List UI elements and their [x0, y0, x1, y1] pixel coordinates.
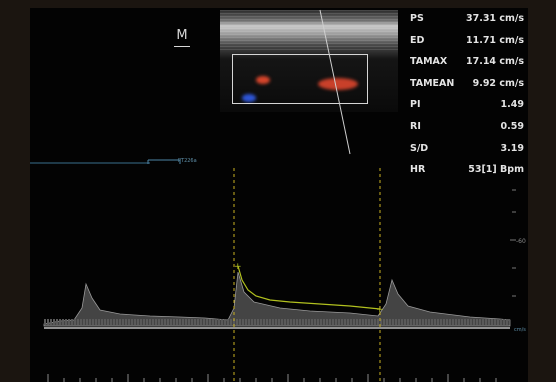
- measurement-value: 9.92 cm/s: [472, 77, 524, 89]
- ultrasound-screen: M PS 37.31 cm/s ED 11.71 cm/s TAMAX 17.1…: [30, 8, 528, 382]
- color-flow-red-right: [318, 78, 358, 90]
- measurement-value: 11.71 cm/s: [465, 34, 524, 46]
- measurement-label: S/D: [410, 142, 429, 154]
- scale-label-upper: -60: [516, 238, 526, 245]
- measurement-value: 17.14 cm/s: [465, 56, 524, 68]
- measurement-value: 37.31 cm/s: [465, 13, 524, 24]
- measurement-label: PS: [410, 13, 424, 24]
- measurement-row: ED 11.71 cm/s: [398, 32, 526, 54]
- measurement-label: RI: [410, 120, 421, 132]
- measurement-row: PS 37.31 cm/s: [398, 10, 526, 32]
- measurement-panel: PS 37.31 cm/s ED 11.71 cm/s TAMAX 17.14 …: [398, 10, 526, 183]
- measurement-row: PI 1.49: [398, 96, 526, 118]
- ed-caliper-mark: +: [376, 305, 384, 315]
- doppler-overlay: + + -60 cm/s: [30, 9, 526, 382]
- scale-label-baseline: cm/s: [514, 327, 526, 333]
- time-axis: [47, 374, 497, 382]
- ps-caliper-mark: +: [234, 262, 242, 272]
- color-box-roi[interactable]: [232, 54, 368, 104]
- measurement-row: S/D 3.19: [398, 140, 526, 162]
- color-flow-blue: [242, 94, 256, 102]
- spectral-waveform: [43, 271, 511, 327]
- velocity-scale: [510, 189, 516, 297]
- measurement-value: 3.19: [500, 142, 524, 154]
- measurement-row: HR 53[1] Bpm: [398, 161, 526, 183]
- color-flow-red: [256, 76, 270, 84]
- measurement-row: TAMAX 17.14 cm/s: [398, 53, 526, 75]
- measurement-value: 1.49: [500, 99, 524, 111]
- marker-label: M: [174, 28, 190, 47]
- measurement-label: HR: [410, 164, 426, 176]
- measurement-row: RI 0.59: [398, 118, 526, 140]
- measurement-row: TAMEAN 9.92 cm/s: [398, 75, 526, 97]
- doppler-cursor-line: [319, 9, 351, 155]
- envelope-trace: [237, 265, 381, 310]
- scale-annotation: PT226a: [178, 158, 197, 164]
- measurement-value: 0.59: [500, 120, 524, 132]
- measurement-value: 53[1] Bpm: [468, 164, 524, 176]
- measurement-label: TAMAX: [410, 56, 448, 68]
- measurement-label: PI: [410, 99, 421, 111]
- tissue-texture: [220, 10, 398, 50]
- measurement-label: TAMEAN: [410, 77, 455, 89]
- measurement-label: ED: [410, 34, 425, 46]
